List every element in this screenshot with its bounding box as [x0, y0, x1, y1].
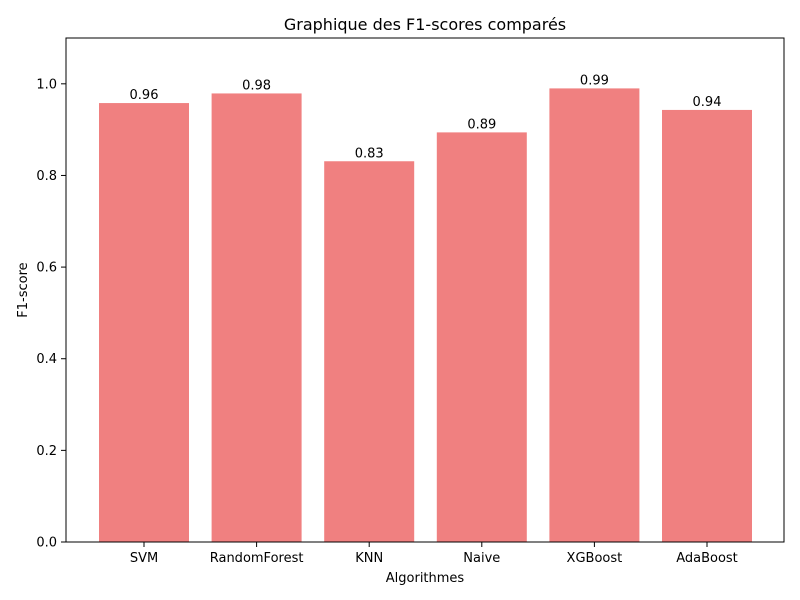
data-label-randomforest: 0.98: [242, 78, 271, 93]
y-axis-label: F1-score: [16, 262, 31, 317]
x-tick-label: XGBoost: [567, 551, 623, 566]
bar-naive: [436, 132, 527, 543]
chart-title: Graphique des F1-scores comparés: [284, 15, 566, 34]
bar-knn: [324, 161, 415, 542]
x-tick-label: SVM: [130, 551, 158, 566]
bars-layer: 0.96 0.98 0.83 0.89 0.99 0.94: [99, 73, 752, 543]
y-tick-label: 1.0: [36, 77, 57, 92]
data-label-xgboost: 0.99: [580, 73, 609, 88]
y-tick-label: 0.8: [36, 169, 57, 184]
y-axis: 0.0 0.2 0.4 0.6 0.8 1.0: [36, 77, 66, 551]
bar-adaboost: [662, 109, 752, 543]
y-tick-label: 0.0: [36, 536, 57, 551]
x-tick-label: AdaBoost: [676, 551, 738, 566]
x-axis: SVM RandomForest KNN Naive XGBoost AdaBoost: [130, 542, 738, 566]
x-axis-label: Algorithmes: [386, 571, 465, 586]
bar-svm: [99, 103, 189, 542]
bar-randomforest: [211, 93, 302, 542]
data-label-knn: 0.83: [355, 146, 384, 161]
x-tick-label: RandomForest: [210, 551, 304, 566]
y-tick-label: 0.2: [36, 444, 57, 459]
y-tick-label: 0.4: [36, 352, 57, 367]
bar-xgboost: [549, 88, 640, 543]
data-label-svm: 0.96: [130, 88, 159, 103]
plot-frame: [65, 37, 785, 543]
x-tick-label: KNN: [355, 551, 383, 566]
x-tick-label: Naive: [463, 551, 500, 566]
data-label-naive: 0.89: [467, 117, 496, 132]
y-tick-label: 0.6: [36, 261, 57, 276]
data-label-adaboost: 0.94: [693, 95, 722, 110]
